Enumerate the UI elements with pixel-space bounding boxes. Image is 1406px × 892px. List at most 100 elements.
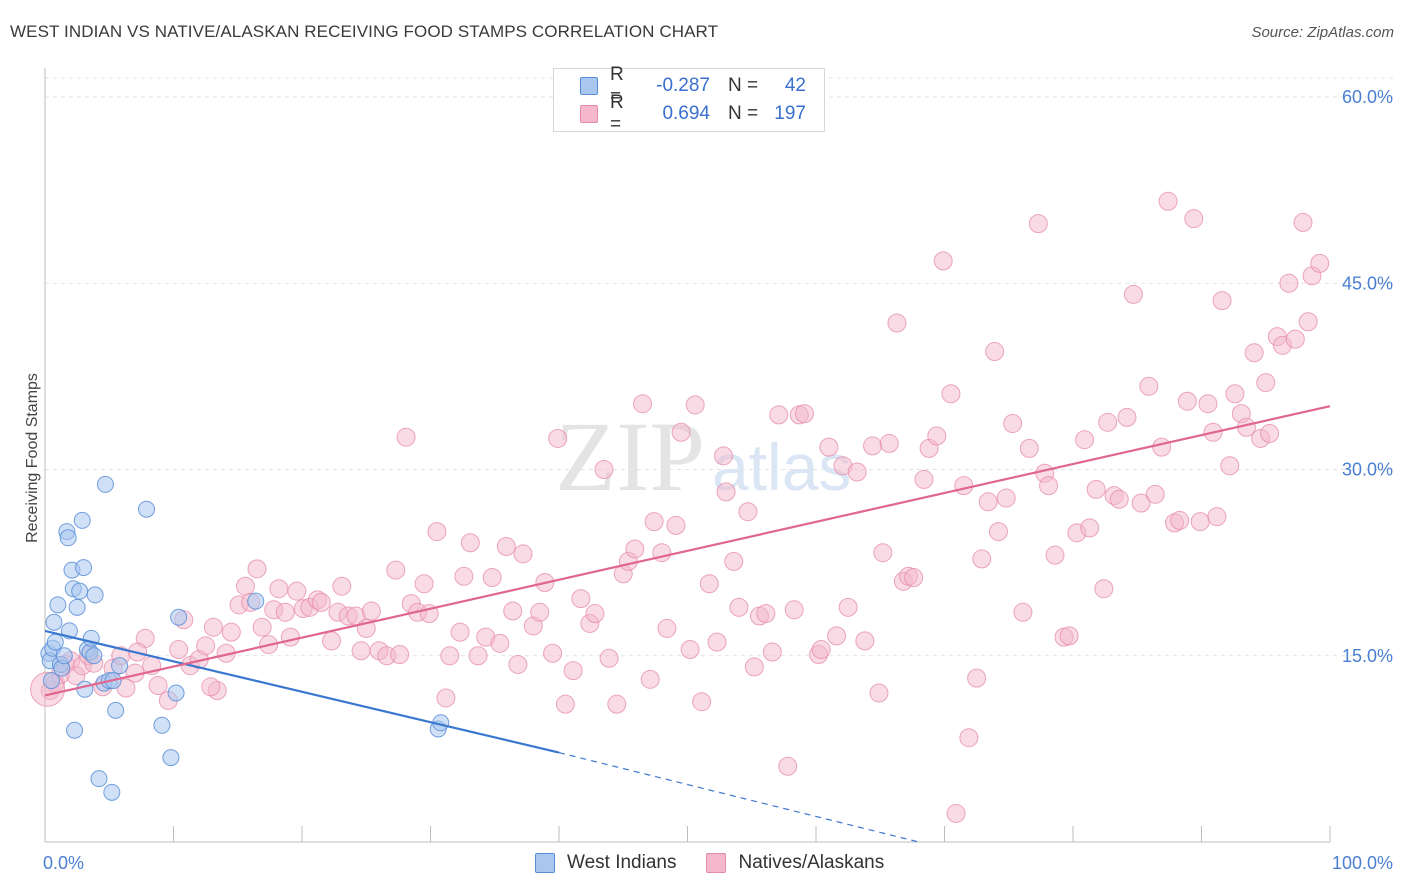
legend-r-value: -0.287 [656,75,710,96]
natives-alaskans-point [873,543,893,563]
natives-alaskans-point [287,581,307,601]
west-indians-point [103,783,121,801]
natives-alaskans-point [361,601,381,621]
natives-alaskans-point [1139,376,1159,396]
west-indians-point [46,633,64,651]
west-indians-point [162,749,180,767]
bottom-legend-west-indians: West Indians [535,852,676,874]
natives-alaskans-points [30,191,1330,823]
west-indians-point [153,716,171,734]
west-indians-point [66,721,84,739]
natives-alaskans-point [1013,602,1033,622]
west-indians-point [96,475,114,493]
natives-alaskans-point [1109,489,1129,509]
natives-alaskans-point [1190,512,1210,532]
west-indians-point [73,511,91,529]
natives-alaskans-point [954,476,974,496]
tick-labels: 15.0% 30.0% 45.0% 60.0% 0.0% 100.0% [43,87,1393,873]
legend-n-label: N = [728,75,759,96]
natives-alaskans-point [1225,384,1245,404]
axes [44,68,1331,843]
natives-alaskans-point [699,574,719,594]
natives-alaskans-point [1123,284,1143,304]
natives-alaskans-point [644,512,664,532]
natives-alaskans-point [838,597,858,617]
natives-alaskans-point [666,515,686,535]
natives-alaskans-point [275,602,295,622]
natives-alaskans-point [769,405,789,425]
natives-alaskans-point [887,313,907,333]
natives-alaskans-point [235,576,255,596]
west-indians-point [167,684,185,702]
legend-row-west-indians: R = -0.287 N = 42 [580,64,806,107]
natives-alaskans-point [1145,484,1165,504]
legend-swatch-blue [580,77,598,95]
natives-alaskans-point [396,427,416,447]
natives-alaskans-point [607,694,627,714]
natives-alaskans-point [543,643,563,663]
legend-r-label: R = [610,92,624,135]
natives-alaskans-point [386,560,406,580]
natives-alaskans-point [967,668,987,688]
natives-alaskans-point [1152,437,1172,457]
natives-alaskans-point [221,622,241,642]
natives-alaskans-point [927,426,947,446]
natives-alaskans-point [978,492,998,512]
natives-alaskans-point [724,551,744,571]
trend-lines [44,405,1331,843]
natives-alaskans-point [869,683,889,703]
natives-alaskans-point [811,640,831,660]
west-indians-point [107,701,125,719]
natives-alaskans-point [996,488,1016,508]
natives-alaskans-point [1075,430,1095,450]
natives-alaskans-point [1098,412,1118,432]
bottom-legend-swatch-pink [706,853,727,873]
west-indians-point [59,529,77,547]
natives-alaskans-point [280,627,300,647]
legend: R = -0.287 N = 42 R = 0.694 N = 197 [553,64,825,135]
x-tick-label: 0.0% [43,853,84,873]
west-indians-point [90,770,108,788]
natives-alaskans-point [959,728,979,748]
natives-alaskans-point [332,576,352,596]
natives-alaskans-point [322,631,342,651]
natives-alaskans-point [468,646,488,666]
y-tick-label: 60.0% [1342,87,1393,107]
legend-r-value: 0.694 [662,103,710,124]
west-indians-point [138,500,156,518]
natives-alaskans-point [555,694,575,714]
y-tick-label: 45.0% [1342,273,1393,293]
natives-alaskans-point [351,641,371,661]
natives-alaskans-point [1310,253,1330,273]
natives-alaskans-point [738,502,758,522]
natives-alaskans-point [530,602,550,622]
natives-alaskans-point [914,469,934,489]
natives-alaskans-point [496,536,516,556]
natives-alaskans-point [440,646,460,666]
natives-alaskans-point [827,626,847,646]
natives-alaskans-point [625,539,645,559]
west-indians-point [75,559,93,577]
bottom-legend-label: West Indians [567,852,677,873]
grid-lines [45,77,1395,657]
legend-row-natives-alaskans: R = 0.694 N = 197 [580,92,806,135]
natives-alaskans-point [904,568,924,588]
natives-alaskans-point [633,394,653,414]
west-indians-point [85,647,103,665]
west-indians-point [170,608,188,626]
west-indians-points [40,475,450,801]
natives-alaskans-point [778,756,798,776]
natives-alaskans-point [1019,438,1039,458]
natives-alaskans-point [196,636,216,656]
chart-title: WEST INDIAN VS NATIVE/ALASKAN RECEIVING … [10,22,719,41]
legend-n-label: N = [728,103,759,124]
west-indians-point [247,592,265,610]
natives-alaskans-point [1086,479,1106,499]
natives-alaskans-point [784,600,804,620]
natives-alaskans-point [1094,579,1114,599]
natives-alaskans-point [169,640,189,660]
natives-alaskans-point [252,617,272,637]
natives-alaskans-point [203,617,223,637]
natives-alaskans-point [148,676,168,696]
